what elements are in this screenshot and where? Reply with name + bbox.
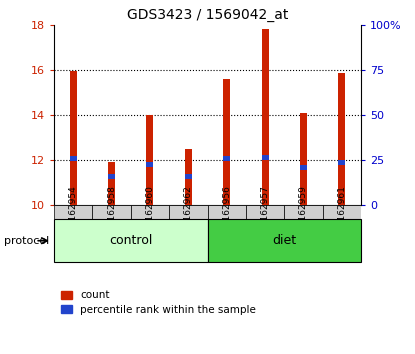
Text: GSM162959: GSM162959 xyxy=(299,185,308,240)
Bar xyxy=(70,156,77,161)
Bar xyxy=(169,205,208,219)
Bar xyxy=(284,205,323,219)
Bar xyxy=(93,205,131,219)
Text: GSM162962: GSM162962 xyxy=(184,185,193,240)
Bar xyxy=(246,205,284,219)
Text: control: control xyxy=(109,234,152,247)
Bar xyxy=(146,115,154,205)
Title: GDS3423 / 1569042_at: GDS3423 / 1569042_at xyxy=(127,8,288,22)
Text: protocol: protocol xyxy=(4,236,49,246)
Bar xyxy=(300,165,307,170)
Text: GSM162957: GSM162957 xyxy=(261,185,270,240)
Text: GSM162961: GSM162961 xyxy=(337,185,347,240)
Bar xyxy=(223,79,230,205)
Legend: count, percentile rank within the sample: count, percentile rank within the sample xyxy=(59,289,258,317)
Text: GSM162958: GSM162958 xyxy=(107,185,116,240)
Bar xyxy=(131,205,169,219)
Bar xyxy=(185,175,192,179)
Bar xyxy=(261,155,269,160)
Bar xyxy=(185,149,192,205)
Bar xyxy=(223,156,230,161)
Bar xyxy=(338,160,345,165)
Bar xyxy=(338,73,345,205)
Bar xyxy=(261,29,269,205)
Bar xyxy=(208,205,246,219)
Text: GSM162954: GSM162954 xyxy=(68,185,78,240)
Bar xyxy=(108,162,115,205)
Text: GSM162956: GSM162956 xyxy=(222,185,231,240)
Text: diet: diet xyxy=(272,234,296,247)
Bar xyxy=(54,205,92,219)
Bar xyxy=(208,219,361,262)
Bar xyxy=(70,71,77,205)
Bar xyxy=(54,219,208,262)
Bar xyxy=(323,205,361,219)
Bar xyxy=(108,175,115,179)
Bar xyxy=(146,162,154,167)
Text: GSM162960: GSM162960 xyxy=(145,185,154,240)
Bar xyxy=(300,113,307,205)
